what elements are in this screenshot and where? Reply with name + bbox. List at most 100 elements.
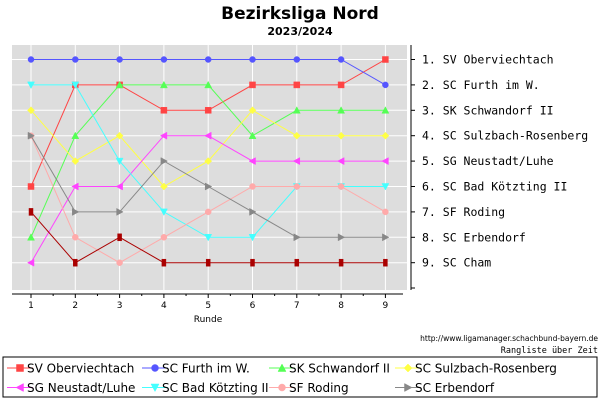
data-point — [337, 81, 345, 89]
x-tick-label: 3 — [117, 301, 123, 311]
data-point — [116, 56, 123, 63]
data-point — [115, 80, 124, 89]
rank-label: 8. SC Erbendorf — [422, 230, 526, 244]
data-point — [73, 258, 78, 267]
legend-item: SC Furth im W. — [142, 362, 250, 376]
legend-label: SV Oberviechtach — [27, 362, 134, 376]
data-point — [381, 131, 390, 140]
series-9 — [28, 208, 388, 267]
data-point — [160, 234, 168, 241]
series-3 — [27, 80, 390, 241]
data-point — [292, 131, 301, 140]
x-tick-label: 6 — [250, 301, 256, 311]
data-point — [293, 81, 301, 89]
x-tick-label: 4 — [161, 301, 167, 311]
data-point — [72, 234, 79, 241]
data-point — [71, 131, 80, 139]
ranking-note: Rangliste über Zeit — [501, 346, 598, 356]
chart-subtitle: 2023/2024 — [267, 25, 333, 38]
data-point — [337, 157, 345, 166]
data-point — [27, 56, 35, 63]
data-point — [27, 81, 35, 89]
legend-label: SF Roding — [289, 381, 349, 395]
data-point — [26, 258, 35, 267]
data-point — [204, 208, 212, 216]
data-point — [250, 258, 255, 267]
data-point — [71, 157, 80, 165]
rank-label: 1. SV Oberviechtach — [422, 53, 554, 67]
data-point — [381, 106, 390, 114]
data-point — [249, 183, 256, 190]
legend-item: SC Bad Kötzting II — [142, 381, 269, 395]
data-point — [292, 106, 301, 114]
data-point — [204, 234, 213, 242]
data-point — [159, 131, 168, 140]
data-point — [293, 233, 301, 242]
data-point — [160, 182, 168, 191]
axes: 1 2 3 4 5 6 7 8 9 — [12, 45, 415, 311]
data-point — [248, 234, 257, 242]
legend-item: SK Schwandorf II — [269, 362, 390, 376]
data-point — [294, 258, 300, 267]
data-point — [27, 183, 35, 190]
data-point — [337, 131, 345, 140]
series-2 — [27, 56, 389, 89]
rank-label: 4. SC Sulzbach-Rosenberg — [422, 129, 588, 143]
legend-item: SC Sulzbach-Rosenberg — [395, 362, 557, 376]
data-point — [383, 258, 388, 267]
legend-marker — [16, 364, 24, 372]
data-point — [292, 157, 301, 166]
legend-label: SG Neustadt/Luhe — [27, 381, 135, 395]
series-4 — [27, 106, 390, 191]
rank-labels: 1. SV Oberviechtach 2. SC Furth im W. 3. S… — [422, 53, 588, 270]
legend-item: SV Oberviechtach — [7, 362, 134, 376]
data-point — [381, 157, 389, 166]
data-point — [204, 56, 212, 63]
legend: SV Oberviechtach SC Furth im W. SK Schwand… — [7, 362, 557, 395]
data-point — [115, 182, 123, 191]
data-point — [204, 131, 212, 140]
legend-box — [2, 356, 598, 398]
legend-marker — [278, 383, 286, 392]
data-point — [382, 208, 389, 216]
data-point — [117, 233, 122, 242]
data-point — [159, 208, 168, 216]
legend-item: SG Neustadt/Luhe — [7, 381, 135, 395]
legend-label: SC Bad Kötzting II — [162, 381, 269, 395]
series-8 — [27, 131, 390, 242]
rank-label: 6. SC Bad Kötzting II — [422, 180, 567, 194]
data-point — [115, 157, 124, 166]
data-point — [71, 182, 79, 191]
data-point — [248, 131, 257, 139]
legend-marker — [150, 383, 160, 393]
data-point — [337, 233, 346, 242]
data-point — [337, 56, 345, 63]
data-point — [27, 106, 35, 115]
data-point — [28, 208, 34, 216]
data-point — [249, 56, 256, 63]
data-point — [72, 56, 79, 63]
data-point — [160, 107, 168, 114]
x-tick-label: 2 — [72, 301, 78, 311]
x-tick-label: 5 — [205, 301, 211, 311]
legend-label: SK Schwandorf II — [289, 362, 390, 376]
data-point — [249, 207, 257, 216]
rank-label: 3. SK Schwandorf II — [422, 103, 554, 117]
rank-label: 7. SF Roding — [422, 205, 505, 219]
data-point — [204, 80, 213, 89]
data-point — [115, 131, 124, 140]
data-point — [293, 56, 301, 63]
legend-label: SC Erbendorf — [415, 381, 495, 395]
rank-label: 9. SC Cham — [422, 256, 491, 270]
data-point — [382, 81, 389, 89]
data-point — [337, 183, 345, 190]
rank-label: 5. SG Neustadt/Luhe — [422, 154, 554, 168]
legend-marker — [404, 383, 413, 392]
data-point — [248, 157, 256, 166]
legend-marker — [277, 363, 287, 372]
data-point — [116, 207, 124, 216]
legend-label: SC Furth im W. — [162, 362, 250, 376]
x-tick-label: 8 — [338, 301, 344, 311]
